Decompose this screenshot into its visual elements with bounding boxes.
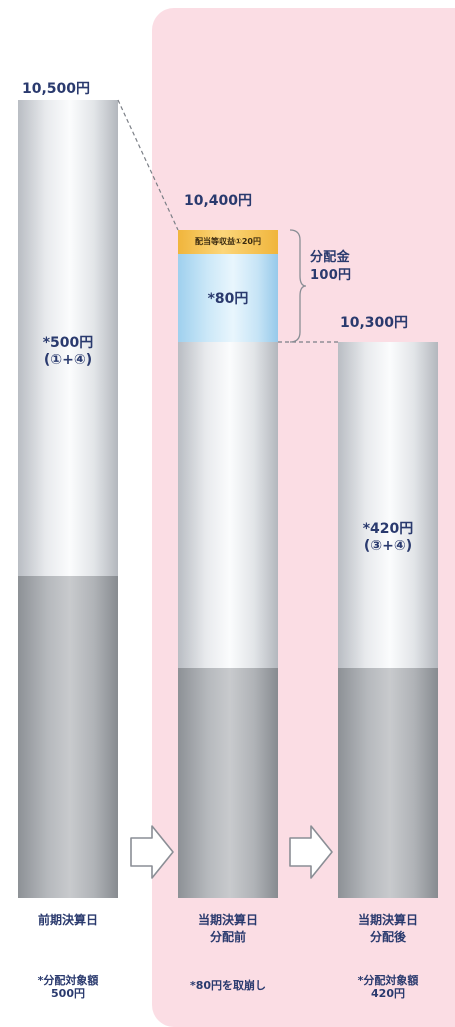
arrow-right-icon-1: [130, 825, 174, 879]
col1-footer: 前期決算日: [37, 913, 98, 927]
arrow-right-icon-2: [289, 825, 333, 879]
col2-distribution-box: *80円: [178, 254, 278, 342]
col1-top-value: 10,500円: [22, 81, 91, 97]
col3-footer-line1: 当期決算日: [357, 913, 418, 927]
col3-note-line2: 420円: [371, 987, 405, 1000]
col1-bar-label: *500円: [42, 335, 94, 351]
col2-footer-line2: 分配前: [209, 930, 246, 944]
col2-upper-cylinder: [178, 342, 278, 668]
col3-bar-sub: (③+④): [363, 538, 413, 554]
col3-upper-cylinder: [338, 342, 438, 668]
col1-upper-cylinder: [18, 100, 118, 576]
col3-top-value: 10,300円: [340, 315, 409, 331]
col1-lower-cylinder: [18, 576, 118, 898]
distribution-label-line1: 分配金: [310, 250, 350, 265]
decline-connector-line: [117, 99, 179, 231]
col1-note-line1: *分配対象額: [37, 974, 99, 987]
col3-lower-cylinder: [338, 668, 438, 898]
col2-note: *80円を取崩し: [189, 979, 267, 992]
col1-note-line2: 500円: [51, 987, 85, 1000]
col1-bar-sub: (①+④): [43, 352, 93, 368]
col3-note-line1: *分配対象額: [357, 974, 419, 987]
distribution-bracket: [289, 229, 307, 343]
col2-distribution-box-label: *80円: [207, 291, 249, 307]
col2-dividend-income-label: 配当等収益①20円: [195, 237, 261, 246]
col2-lower-cylinder: [178, 668, 278, 898]
col2-top-value: 10,400円: [184, 193, 253, 209]
col3-bar-label: *420円: [362, 521, 414, 537]
col2-footer-line1: 当期決算日: [197, 913, 258, 927]
distribution-label-line2: 100円: [310, 268, 352, 283]
col3-footer-line2: 分配後: [369, 930, 406, 944]
